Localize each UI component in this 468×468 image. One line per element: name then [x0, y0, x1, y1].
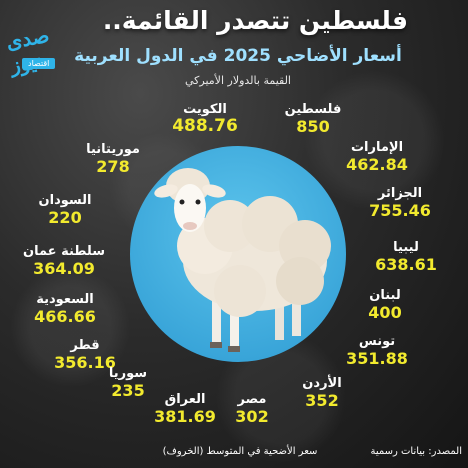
- country-algeria: الجزائر 755.46: [369, 186, 431, 220]
- footer-note: سعر الأضحية في المتوسط (الخروف): [162, 446, 318, 457]
- country-oman: سلطنة عمان 364.09: [22, 244, 106, 278]
- sheep-image: [130, 146, 346, 362]
- country-syria: سوريا 235: [108, 366, 148, 400]
- country-sudan: السودان 220: [38, 193, 92, 227]
- source-label: المصدر: بيانات رسمية: [370, 446, 462, 457]
- logo-tag: اقتصاد: [22, 58, 56, 69]
- country-egypt: مصر 302: [235, 392, 269, 426]
- country-palestine: فلسطين 850: [284, 102, 342, 136]
- country-tunisia: تونس 351.88: [346, 334, 408, 368]
- country-jordan: الأردن 352: [302, 376, 342, 410]
- currency-note: القيمة بالدولار الأميركي: [185, 74, 291, 87]
- country-kuwait: الكويت 488.76: [172, 102, 238, 136]
- page-subtitle: أسعار الأضاحي 2025 في الدول العربية: [74, 46, 402, 66]
- country-uae: الإمارات 462.84: [346, 140, 408, 174]
- country-libya: ليبيا 638.61: [375, 240, 437, 274]
- country-saudi: السعودية 466.66: [34, 292, 96, 326]
- country-iraq: العراق 381.69: [154, 392, 216, 426]
- sheep-illustration: [154, 168, 331, 352]
- page-title: فلسطين تتصدر القائمة..: [102, 6, 408, 35]
- country-qatar: قطر 356.16: [54, 338, 116, 372]
- country-mauritania: موريتانيا 278: [86, 142, 140, 176]
- country-lebanon: لبنان 400: [368, 288, 402, 322]
- brand-logo: صدى نيوز اقتصاد: [4, 23, 78, 78]
